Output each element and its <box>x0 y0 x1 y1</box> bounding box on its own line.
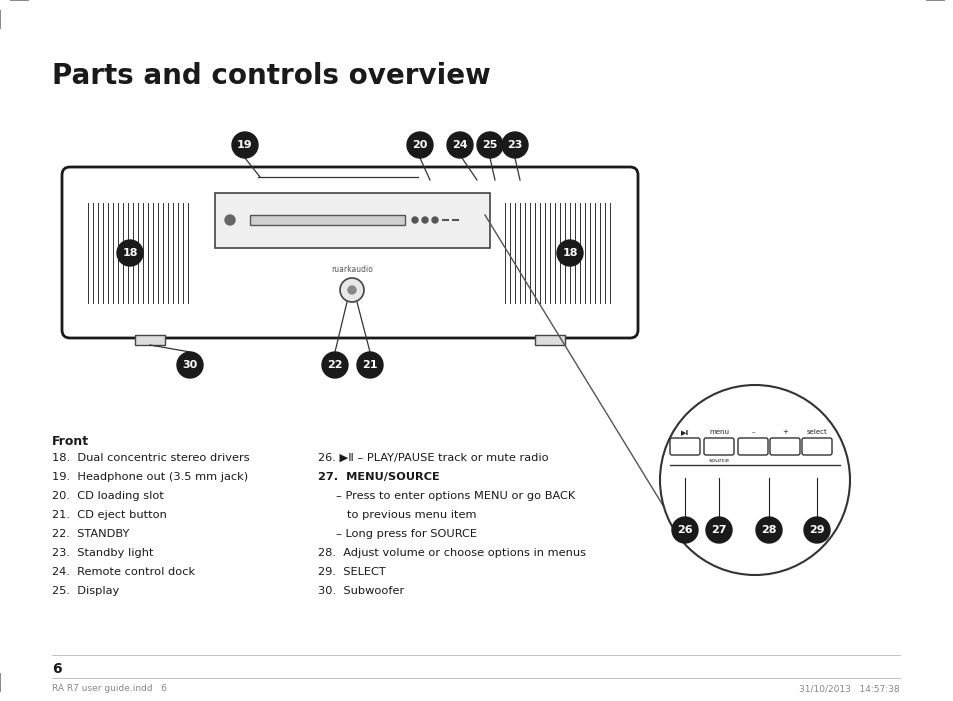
Text: 19.  Headphone out (3.5 mm jack): 19. Headphone out (3.5 mm jack) <box>52 472 248 482</box>
Text: 24: 24 <box>452 140 467 150</box>
Circle shape <box>225 215 234 225</box>
Circle shape <box>407 132 433 158</box>
Circle shape <box>447 132 473 158</box>
FancyBboxPatch shape <box>738 438 767 455</box>
Text: 18.  Dual concentric stereo drivers: 18. Dual concentric stereo drivers <box>52 453 250 463</box>
Circle shape <box>501 132 527 158</box>
Text: 22: 22 <box>327 360 342 370</box>
Text: ruarkaudio: ruarkaudio <box>331 266 373 275</box>
Circle shape <box>432 217 437 223</box>
FancyBboxPatch shape <box>703 438 733 455</box>
Text: 21.  CD eject button: 21. CD eject button <box>52 510 167 520</box>
Bar <box>250 215 405 225</box>
Text: 28.  Adjust volume or choose options in menus: 28. Adjust volume or choose options in m… <box>317 548 585 558</box>
Text: 23: 23 <box>507 140 522 150</box>
Text: 20: 20 <box>412 140 427 150</box>
Bar <box>535 335 564 345</box>
FancyBboxPatch shape <box>801 438 831 455</box>
Text: 22.  STANDBY: 22. STANDBY <box>52 529 130 539</box>
Text: 26: 26 <box>677 525 692 535</box>
Circle shape <box>476 132 502 158</box>
Text: – Press to enter options MENU or go BACK: – Press to enter options MENU or go BACK <box>317 491 575 501</box>
Text: 29.  SELECT: 29. SELECT <box>317 567 385 577</box>
Circle shape <box>755 517 781 543</box>
Circle shape <box>803 517 829 543</box>
Text: 23.  Standby light: 23. Standby light <box>52 548 153 558</box>
Text: 24.  Remote control dock: 24. Remote control dock <box>52 567 195 577</box>
Circle shape <box>705 517 731 543</box>
Circle shape <box>177 352 203 378</box>
Circle shape <box>322 352 348 378</box>
FancyBboxPatch shape <box>669 438 700 455</box>
Text: 31/10/2013   14:57:38: 31/10/2013 14:57:38 <box>799 684 899 693</box>
Circle shape <box>421 217 428 223</box>
Text: 21: 21 <box>362 360 377 370</box>
Text: 25: 25 <box>482 140 497 150</box>
Text: 30: 30 <box>182 360 197 370</box>
Text: 27.  MENU/SOURCE: 27. MENU/SOURCE <box>317 472 439 482</box>
Text: 25.  Display: 25. Display <box>52 586 119 596</box>
Text: source: source <box>708 458 729 463</box>
Text: 30.  Subwoofer: 30. Subwoofer <box>317 586 404 596</box>
Circle shape <box>232 132 257 158</box>
Text: 6: 6 <box>52 662 62 676</box>
Circle shape <box>348 286 355 294</box>
Text: – Long press for SOURCE: – Long press for SOURCE <box>317 529 476 539</box>
Circle shape <box>659 385 849 575</box>
Text: 29: 29 <box>808 525 824 535</box>
FancyBboxPatch shape <box>62 167 638 338</box>
Text: RA R7 user guide.indd   6: RA R7 user guide.indd 6 <box>52 684 167 693</box>
Circle shape <box>557 240 582 266</box>
Text: 19: 19 <box>237 140 253 150</box>
Text: +: + <box>781 429 787 435</box>
Text: 18: 18 <box>561 248 578 258</box>
FancyBboxPatch shape <box>769 438 800 455</box>
Bar <box>214 193 490 248</box>
Text: 20.  CD loading slot: 20. CD loading slot <box>52 491 164 501</box>
Text: 28: 28 <box>760 525 776 535</box>
Circle shape <box>117 240 143 266</box>
Text: menu: menu <box>708 429 728 435</box>
Text: select: select <box>806 429 826 435</box>
Text: ▶Ⅱ: ▶Ⅱ <box>679 429 689 435</box>
Circle shape <box>356 352 382 378</box>
Text: Parts and controls overview: Parts and controls overview <box>52 62 490 90</box>
Text: Front: Front <box>52 435 89 448</box>
Bar <box>135 335 165 345</box>
Circle shape <box>412 217 417 223</box>
Circle shape <box>671 517 698 543</box>
Text: –: – <box>750 429 754 435</box>
Circle shape <box>339 278 364 302</box>
Text: to previous menu item: to previous menu item <box>317 510 476 520</box>
Text: 18: 18 <box>122 248 137 258</box>
Text: 27: 27 <box>711 525 726 535</box>
Text: 26. ▶Ⅱ – PLAY/PAUSE track or mute radio: 26. ▶Ⅱ – PLAY/PAUSE track or mute radio <box>317 453 548 463</box>
